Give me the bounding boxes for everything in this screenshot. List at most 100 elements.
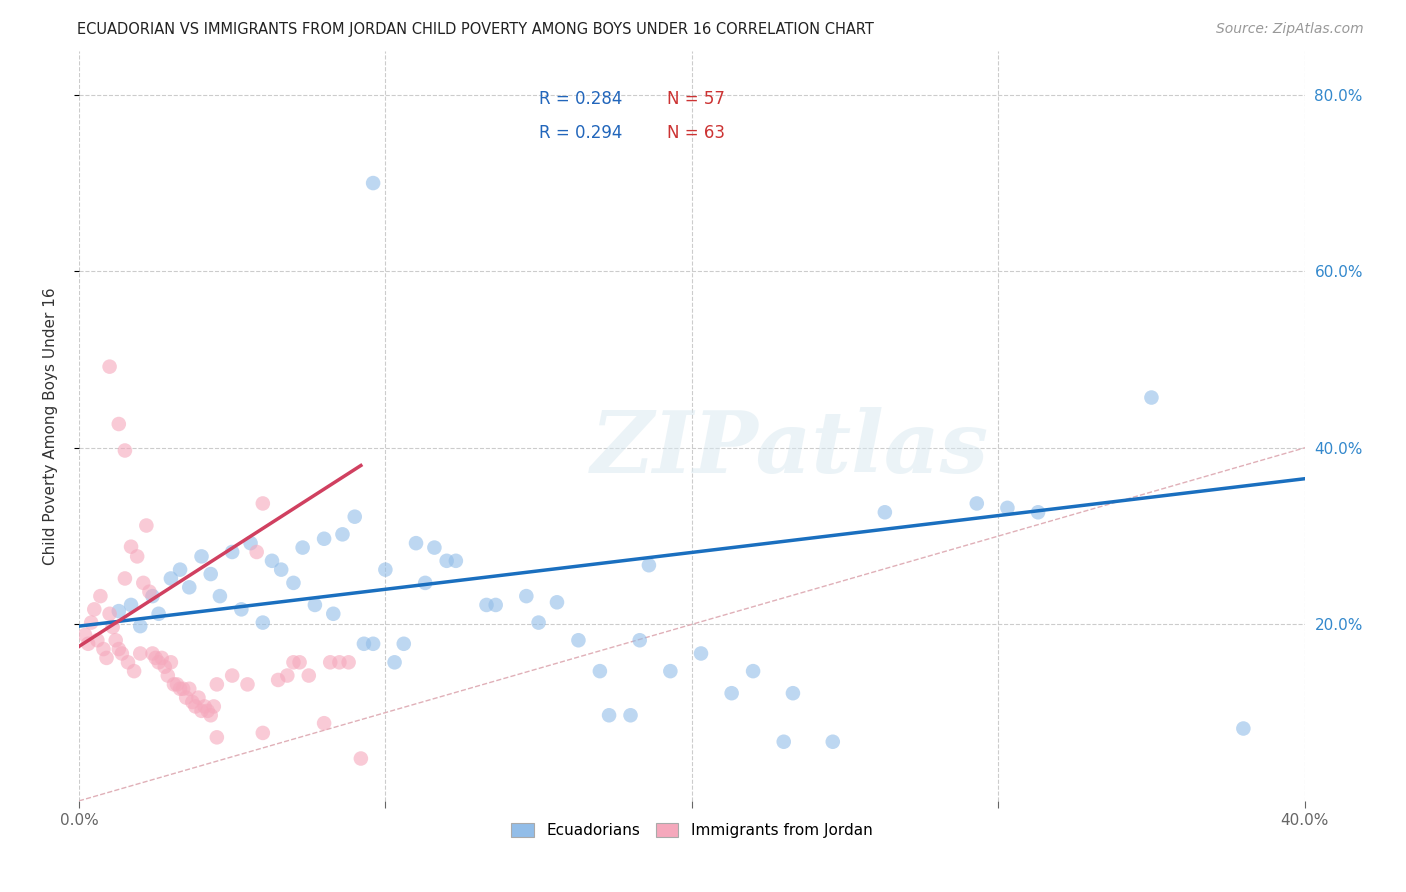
Point <box>114 572 136 586</box>
Point <box>202 699 225 714</box>
Point <box>628 633 651 648</box>
Point <box>475 598 498 612</box>
Point <box>200 708 222 723</box>
Point <box>298 668 321 682</box>
Point <box>98 359 121 374</box>
Point <box>392 637 415 651</box>
Point <box>205 677 228 691</box>
Point <box>141 647 163 661</box>
Point <box>322 607 344 621</box>
Point <box>127 549 149 564</box>
Point <box>86 633 108 648</box>
Point <box>314 532 336 546</box>
Point <box>413 575 436 590</box>
Point <box>101 620 124 634</box>
Point <box>77 637 100 651</box>
Point <box>190 549 212 564</box>
Point <box>328 656 350 670</box>
Point <box>252 726 274 740</box>
Point <box>436 554 458 568</box>
Point <box>107 604 129 618</box>
Point <box>145 651 167 665</box>
Point <box>120 598 142 612</box>
Point <box>288 656 311 670</box>
Point <box>184 699 207 714</box>
Point <box>236 677 259 691</box>
Point <box>659 664 682 678</box>
Point <box>515 589 537 603</box>
Point <box>179 580 201 594</box>
Point <box>304 598 326 612</box>
Legend: Ecuadorians, Immigrants from Jordan: Ecuadorians, Immigrants from Jordan <box>503 815 880 846</box>
Point <box>1232 722 1254 736</box>
Point <box>405 536 427 550</box>
Point <box>1140 391 1163 405</box>
Point <box>239 536 262 550</box>
Point <box>98 607 121 621</box>
Point <box>350 751 373 765</box>
Point <box>444 554 467 568</box>
Point <box>169 563 191 577</box>
Point <box>150 651 173 665</box>
Point <box>821 735 844 749</box>
Point <box>353 637 375 651</box>
Point <box>120 540 142 554</box>
Point <box>148 607 170 621</box>
Point <box>166 677 188 691</box>
Point <box>181 695 204 709</box>
Point <box>107 417 129 431</box>
Point <box>174 690 197 705</box>
Point <box>270 563 292 577</box>
Text: R = 0.294: R = 0.294 <box>538 124 621 142</box>
Point <box>231 602 253 616</box>
Point <box>332 527 354 541</box>
Point <box>690 647 713 661</box>
Point <box>343 509 366 524</box>
Point <box>80 615 103 630</box>
Point <box>252 496 274 510</box>
Point <box>104 633 127 648</box>
Point <box>966 496 988 510</box>
Point <box>114 443 136 458</box>
Point <box>772 735 794 749</box>
Text: R = 0.284: R = 0.284 <box>538 90 621 109</box>
Point <box>132 575 155 590</box>
Text: ECUADORIAN VS IMMIGRANTS FROM JORDAN CHILD POVERTY AMONG BOYS UNDER 16 CORRELATI: ECUADORIAN VS IMMIGRANTS FROM JORDAN CHI… <box>77 22 875 37</box>
Point <box>873 505 896 519</box>
Point <box>190 704 212 718</box>
Y-axis label: Child Poverty Among Boys Under 16: Child Poverty Among Boys Under 16 <box>44 287 58 565</box>
Point <box>197 704 219 718</box>
Point <box>107 642 129 657</box>
Point <box>314 716 336 731</box>
Text: N = 63: N = 63 <box>668 124 725 142</box>
Point <box>361 176 384 190</box>
Point <box>260 554 283 568</box>
Point <box>423 541 446 555</box>
Point <box>156 668 179 682</box>
Point <box>384 656 406 670</box>
Point <box>337 656 360 670</box>
Point <box>129 619 152 633</box>
Text: N = 57: N = 57 <box>668 90 725 109</box>
Point <box>361 637 384 651</box>
Point <box>246 545 269 559</box>
Point <box>527 615 550 630</box>
Point <box>567 633 589 648</box>
Point <box>589 664 612 678</box>
Point <box>1026 505 1049 519</box>
Point <box>619 708 641 723</box>
Point <box>374 563 396 577</box>
Point <box>172 681 194 696</box>
Point <box>187 690 209 705</box>
Point <box>194 699 217 714</box>
Point <box>276 668 298 682</box>
Point <box>89 589 111 603</box>
Text: ZIPatlas: ZIPatlas <box>591 407 988 490</box>
Point <box>129 647 152 661</box>
Point <box>221 545 243 559</box>
Point <box>122 664 145 678</box>
Text: Source: ZipAtlas.com: Source: ZipAtlas.com <box>1216 22 1364 37</box>
Point <box>200 567 222 582</box>
Point <box>742 664 765 678</box>
Point <box>319 656 342 670</box>
